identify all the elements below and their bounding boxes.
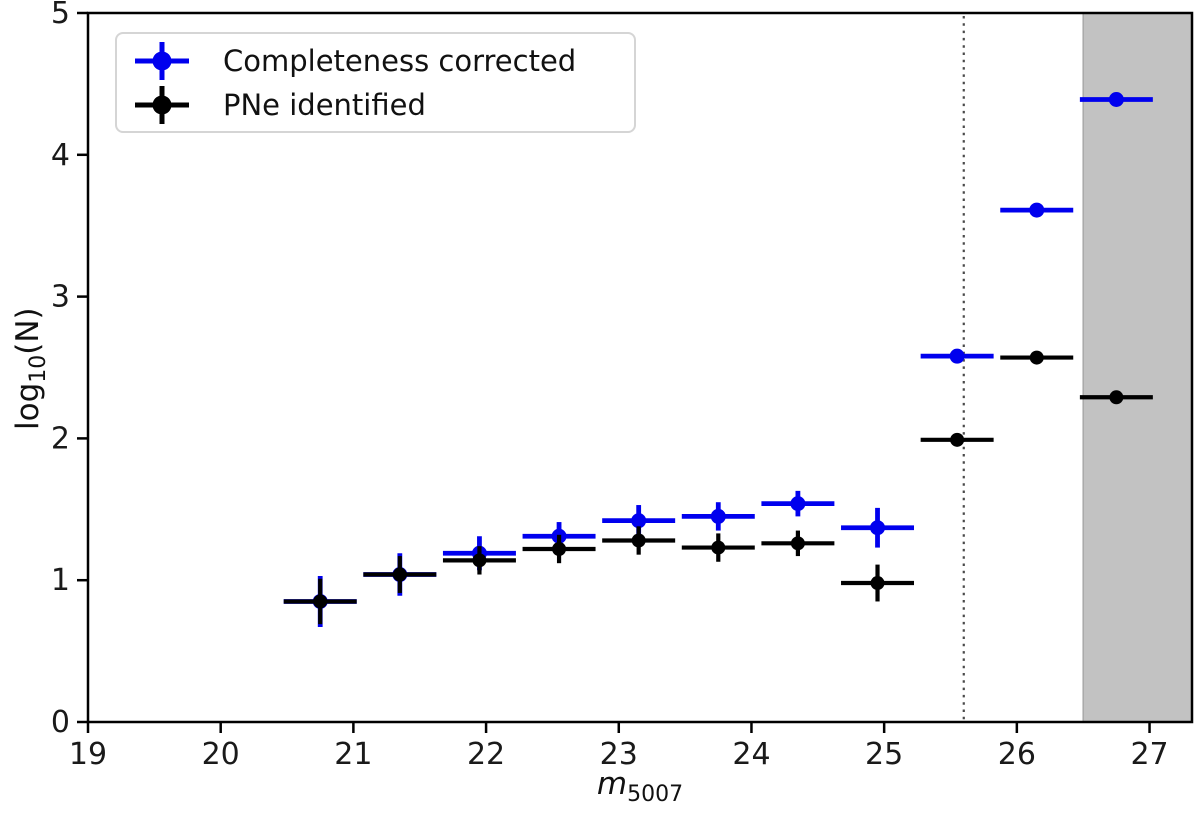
x-tick-label: 25 xyxy=(865,737,903,772)
x-tick-label: 19 xyxy=(69,737,107,772)
errorbar-marker-icon xyxy=(135,86,189,124)
x-tick-label: 22 xyxy=(467,737,505,772)
data-point-completeness-corrected xyxy=(710,508,726,524)
data-point-pne-identified xyxy=(711,540,726,555)
data-point-pne-identified xyxy=(1109,390,1124,405)
x-tick-label: 20 xyxy=(202,737,240,772)
data-point-pne-identified xyxy=(790,536,805,551)
plot-border xyxy=(86,11,1194,724)
data-point-completeness-corrected xyxy=(631,513,647,529)
data-point-completeness-corrected xyxy=(1029,202,1045,218)
x-tick-label: 24 xyxy=(732,737,770,772)
y-tick-label: 5 xyxy=(51,0,70,31)
data-point-pne-identified xyxy=(870,576,885,591)
data-point-pne-identified xyxy=(313,594,328,609)
legend-label: Completeness corrected xyxy=(223,44,577,78)
data-point-pne-identified xyxy=(472,553,487,568)
x-tick-label: 21 xyxy=(334,737,372,772)
data-point-completeness-corrected xyxy=(870,520,886,536)
legend-item-completeness-corrected: Completeness corrected xyxy=(133,39,624,83)
y-tick-label: 4 xyxy=(51,138,70,173)
data-point-pne-identified xyxy=(552,542,567,557)
data-point-pne-identified xyxy=(631,533,646,548)
errorbar-marker-icon xyxy=(135,42,189,80)
legend: Completeness corrected PNe identified xyxy=(115,32,636,133)
data-point-pne-identified xyxy=(950,432,965,447)
y-tick-label: 3 xyxy=(51,280,70,315)
x-tick-label: 27 xyxy=(1130,737,1168,772)
data-point-completeness-corrected xyxy=(790,496,806,512)
x-tick-label: 23 xyxy=(600,737,638,772)
y-tick-label: 1 xyxy=(51,563,70,598)
legend-item-pne-identified: PNe identified xyxy=(133,83,624,127)
data-point-completeness-corrected xyxy=(1108,91,1124,107)
legend-label: PNe identified xyxy=(223,88,426,122)
data-point-completeness-corrected xyxy=(949,348,965,364)
x-axis-label: m5007 xyxy=(596,766,684,808)
x-tick-label: 26 xyxy=(998,737,1036,772)
y-tick-label: 0 xyxy=(51,705,70,740)
data-point-pne-identified xyxy=(1029,350,1044,365)
y-tick-label: 2 xyxy=(51,421,70,456)
shaded-region xyxy=(1083,13,1192,722)
data-point-pne-identified xyxy=(392,567,407,582)
y-axis-label: log10(N) xyxy=(10,307,52,430)
